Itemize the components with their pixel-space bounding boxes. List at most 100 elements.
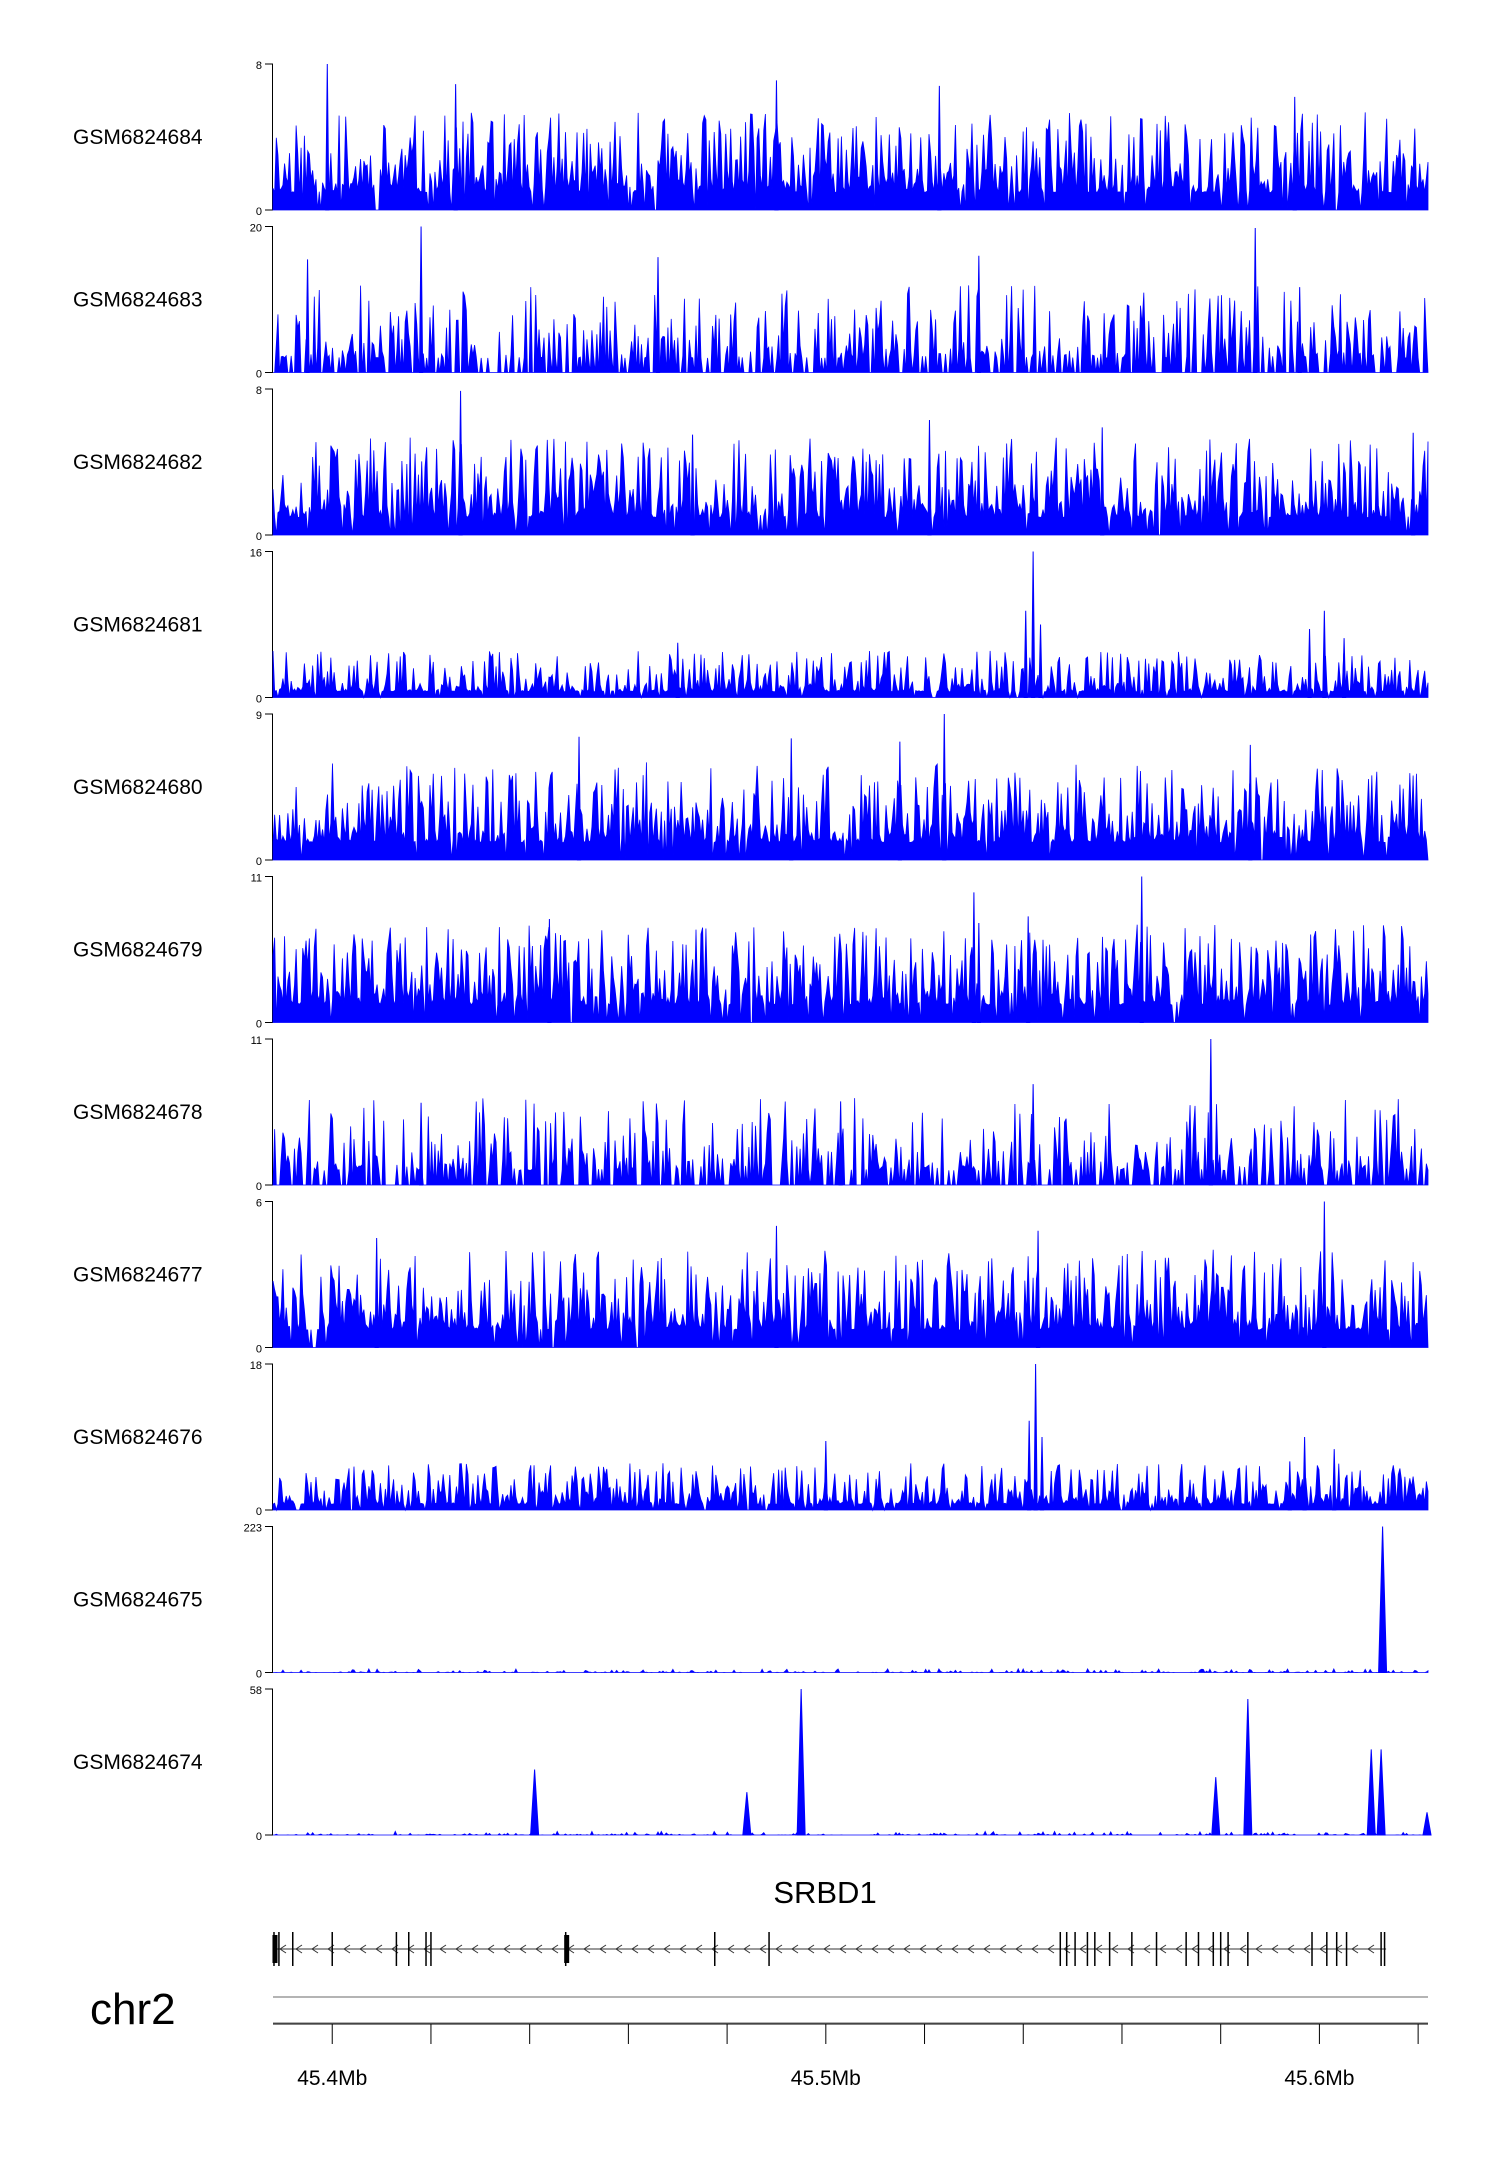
coverage-peak <box>1302 1436 1307 1511</box>
strand-chevron <box>295 1944 303 1954</box>
strand-chevron <box>1095 1944 1103 1954</box>
track-label: GSM6824683 <box>73 289 203 312</box>
y-tick-label-max: 9 <box>256 710 262 722</box>
y-tick-label-max: 6 <box>256 1198 262 1210</box>
track-GSM6824679: GSM6824679 11 0 <box>73 873 1429 1031</box>
coverage-peak <box>374 1237 379 1348</box>
strand-chevron <box>1031 1944 1039 1954</box>
y-tick-label-max: 11 <box>251 1035 262 1047</box>
strand-chevron <box>679 1944 687 1954</box>
y-tick-label-min: 0 <box>256 1506 262 1518</box>
coverage-area <box>272 1463 1429 1512</box>
y-tick-label-min: 0 <box>256 1669 262 1681</box>
track-GSM6824682: GSM6824682 8 0 <box>73 385 1429 543</box>
coverage-peak <box>1243 1699 1253 1836</box>
coverage-peak <box>774 80 779 211</box>
coverage-peak <box>1027 1420 1032 1511</box>
coverage-peak <box>927 420 932 536</box>
strand-chevron <box>839 1944 847 1954</box>
track-GSM6824675: GSM6824675 223 0 <box>73 1523 1429 1681</box>
y-tick-label-min: 0 <box>256 1181 262 1193</box>
track-GSM6824681: GSM6824681 16 0 <box>73 548 1429 706</box>
coverage-peak <box>458 390 463 536</box>
strand-chevron <box>855 1944 863 1954</box>
gene-track: SRBD1 <box>272 1875 1387 1966</box>
strand-chevron <box>487 1944 495 1954</box>
x-tick-label: 45.6Mb <box>1284 2067 1354 2090</box>
coverage-peak <box>1248 744 1253 861</box>
track-label: GSM6824682 <box>73 451 203 474</box>
coverage-peak <box>1253 227 1258 373</box>
strand-chevron <box>471 1944 479 1954</box>
coverage-peak <box>742 1792 752 1836</box>
strand-chevron <box>455 1944 463 1954</box>
strand-chevron <box>1319 1944 1327 1954</box>
y-tick-label-max: 18 <box>250 1360 262 1372</box>
y-tick-label-max: 20 <box>250 223 262 235</box>
strand-chevron <box>823 1944 831 1954</box>
coverage-peak <box>937 85 942 211</box>
coverage-peak <box>1292 96 1297 211</box>
coverage-peak <box>576 736 582 861</box>
strand-chevron <box>791 1944 799 1954</box>
coverage-peak <box>675 642 680 698</box>
coverage-peak <box>1376 1749 1386 1836</box>
coverage-peak <box>690 434 695 536</box>
strand-chevron <box>551 1944 559 1954</box>
track-GSM6824674: GSM6824674 58 0 <box>73 1685 1432 1843</box>
strand-chevron <box>871 1944 879 1954</box>
strand-chevron <box>711 1944 719 1954</box>
strand-chevron <box>375 1944 383 1954</box>
strand-chevron <box>1143 1944 1151 1954</box>
strand-chevron <box>1367 1944 1375 1954</box>
coverage-peak <box>1208 1038 1213 1186</box>
y-tick-label-min: 0 <box>256 1019 262 1031</box>
coverage-peak <box>1287 1461 1292 1511</box>
strand-chevron <box>1303 1944 1311 1954</box>
exon-thick <box>272 1935 278 1963</box>
coverage-peak <box>418 226 424 373</box>
strand-chevron <box>583 1944 591 1954</box>
coverage-peak <box>1026 916 1031 1023</box>
strand-chevron <box>935 1944 943 1954</box>
coverage-area <box>272 1249 1429 1348</box>
strand-chevron <box>951 1944 959 1954</box>
coverage-peak <box>1297 287 1302 373</box>
coverage-peak <box>547 918 552 1023</box>
track-GSM6824678: GSM6824678 11 0 <box>73 1035 1429 1193</box>
strand-chevron <box>1047 1944 1055 1954</box>
track-label: GSM6824676 <box>73 1426 203 1449</box>
track-label: GSM6824684 <box>73 126 203 149</box>
strand-chevron <box>1271 1944 1279 1954</box>
coverage-peak <box>897 741 902 861</box>
track-GSM6824684: GSM6824684 8 0 <box>73 60 1429 218</box>
coverage-area <box>272 650 1429 700</box>
track-label: GSM6824678 <box>73 1101 203 1124</box>
strand-chevron <box>1255 1944 1263 1954</box>
strand-chevron <box>807 1944 815 1954</box>
y-tick-label-min: 0 <box>256 856 262 868</box>
coverage-peak <box>1039 1436 1045 1511</box>
strand-chevron <box>1159 1944 1167 1954</box>
coverage-area <box>272 762 1429 861</box>
chromosome-label: chr2 <box>90 1985 176 2034</box>
strand-chevron <box>343 1944 351 1954</box>
y-tick-label-max: 8 <box>256 385 262 397</box>
coverage-area <box>272 112 1429 211</box>
y-tick-label-max: 11 <box>251 873 262 885</box>
coverage-peak <box>774 1225 779 1348</box>
track-label: GSM6824681 <box>73 614 203 637</box>
gene-name-label: SRBD1 <box>773 1875 876 1910</box>
y-tick-label-max: 16 <box>250 548 262 560</box>
coverage-peak <box>1411 432 1416 536</box>
strand-chevron <box>311 1944 319 1954</box>
strand-chevron <box>1111 1944 1119 1954</box>
coverage-peak <box>971 892 977 1023</box>
coverage-peak <box>1322 1201 1327 1348</box>
coverage-peak <box>1023 610 1028 698</box>
coverage-peak <box>976 255 981 373</box>
strand-chevron <box>359 1944 367 1954</box>
strand-chevron <box>759 1944 767 1954</box>
